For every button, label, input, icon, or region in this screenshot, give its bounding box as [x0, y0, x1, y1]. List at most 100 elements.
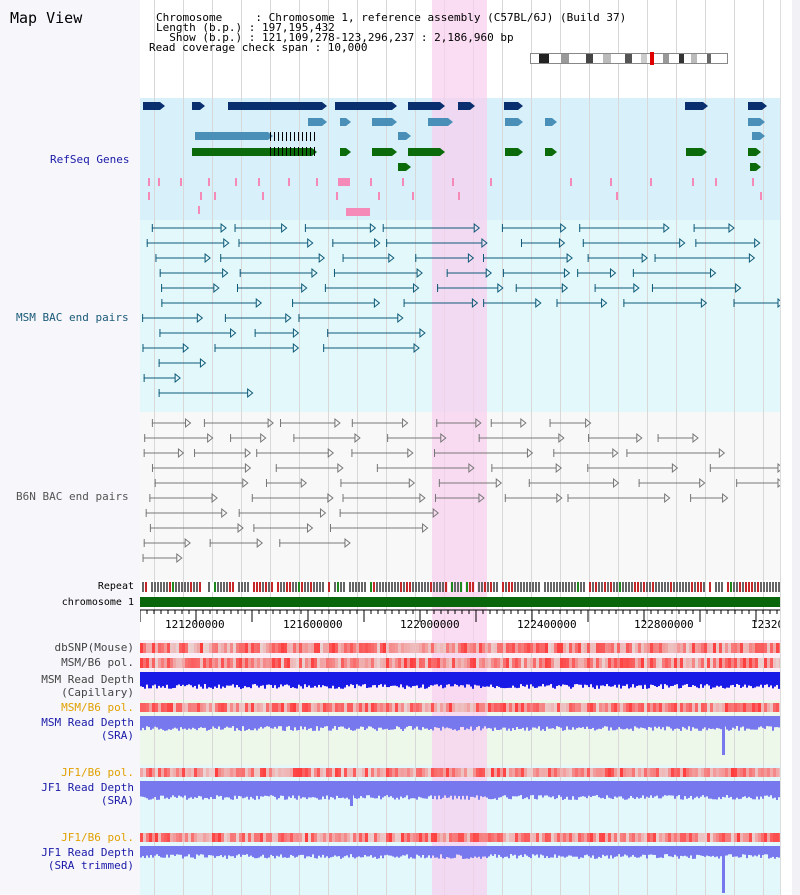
repeat-element: [193, 582, 195, 592]
repeat-element: [259, 582, 261, 592]
read-depth-bar: [532, 846, 534, 855]
repeat-element: [244, 582, 246, 592]
read-depth-bar: [420, 672, 422, 688]
polymorphism-heat-cell: [260, 643, 263, 653]
read-depth-bar: [380, 781, 382, 800]
read-depth-bar: [254, 672, 256, 685]
polymorphism-heat-cell: [506, 768, 509, 777]
read-depth-bar: [634, 846, 636, 857]
read-depth-bar: [476, 672, 478, 686]
read-depth-bar: [532, 716, 534, 728]
read-depth-bar: [468, 781, 470, 800]
read-depth-bar: [474, 781, 476, 798]
read-depth-bar: [708, 716, 710, 729]
polymorphism-heat-cell: [221, 658, 224, 668]
read-depth-bar: [674, 846, 676, 855]
polymorphism-heat-cell: [638, 768, 641, 777]
polymorphism-heat-cell: [518, 658, 521, 668]
polymorphism-heat-cell: [149, 768, 152, 777]
repeat-element: [394, 582, 396, 592]
read-depth-bar: [726, 716, 728, 730]
polymorphism-heat-cell: [752, 658, 755, 668]
track-label-b6n-bac[interactable]: B6N BAC end pairs: [16, 490, 129, 503]
read-depth-bar: [392, 672, 394, 686]
polymorphism-heat-cell: [671, 768, 674, 777]
read-depth-bar: [536, 672, 538, 688]
polymorphism-heat-cell: [173, 833, 176, 842]
mrna-marker: [214, 192, 216, 200]
read-depth-bar: [388, 846, 390, 856]
polymorphism-heat-cell: [341, 643, 344, 653]
repeat-element: [613, 582, 615, 592]
repeat-element: [433, 582, 435, 592]
polymorphism-heat-cell: [377, 703, 380, 712]
read-depth-bar: [438, 781, 440, 796]
track-label-refseq[interactable]: RefSeq Genes: [50, 153, 130, 166]
read-depth-bar: [682, 716, 684, 727]
chromosome-ideogram[interactable]: [530, 52, 728, 65]
read-depth-bar: [526, 672, 528, 685]
read-depth-bar: [596, 716, 598, 730]
read-depth-bar: [414, 716, 416, 729]
polymorphism-heat-cell: [347, 643, 350, 653]
read-depth-bar: [192, 716, 194, 728]
polymorphism-heat-cell: [515, 643, 518, 653]
read-depth-bar: [454, 716, 456, 730]
read-depth-bar: [498, 672, 500, 687]
read-depth-bar: [682, 846, 684, 857]
polymorphism-heat-cell: [659, 768, 662, 777]
polymorphism-heat-cell: [143, 833, 146, 842]
polymorphism-heat-cell: [533, 833, 536, 842]
polymorphism-heat-cell: [311, 768, 314, 777]
polymorphism-heat-cell: [701, 833, 704, 842]
read-depth-bar: [380, 846, 382, 856]
read-depth-bar: [142, 716, 144, 728]
read-depth-bar: [374, 716, 376, 730]
read-depth-bar: [700, 672, 702, 685]
polymorphism-heat-cell: [431, 658, 434, 668]
mrna-marker: [346, 208, 370, 216]
genome-track-area[interactable]: Chromosome : Chromosome 1, reference ass…: [140, 0, 780, 895]
msm-bac-end: [556, 299, 558, 307]
b6n-bac-end: [777, 462, 780, 474]
mrna-marker: [378, 192, 380, 200]
repeat-element: [205, 582, 207, 592]
polymorphism-heat-cell: [173, 643, 176, 653]
read-depth-bar: [738, 716, 740, 731]
read-depth-bar: [546, 781, 548, 796]
read-depth-bar: [532, 781, 534, 796]
b6n-bac-end: [306, 522, 314, 534]
polymorphism-heat-cell: [572, 833, 575, 842]
read-depth-bar: [570, 846, 572, 856]
read-depth-bar: [468, 672, 470, 685]
polymorphism-heat-cell: [512, 833, 515, 842]
msm-bac-end: [413, 282, 420, 294]
polymorphism-heat-cell: [719, 703, 722, 712]
track-label-msm-bac[interactable]: MSM BAC end pairs: [16, 311, 129, 324]
read-depth-bar: [648, 672, 650, 689]
read-depth-bar: [506, 781, 508, 798]
read-depth-bar: [544, 672, 546, 687]
polymorphism-heat-cell: [329, 833, 332, 842]
polymorphism-heat-cell: [203, 658, 206, 668]
read-depth-bar: [508, 716, 510, 729]
polymorphism-heat-cell: [161, 658, 164, 668]
read-depth-bar: [470, 781, 472, 797]
polymorphism-heat-cell: [305, 833, 308, 842]
read-depth-bar: [706, 781, 708, 797]
repeat-element: [649, 582, 651, 592]
b6n-bac-end: [491, 464, 493, 472]
scroll-gutter[interactable]: [792, 0, 800, 895]
polymorphism-heat-cell: [371, 833, 374, 842]
polymorphism-heat-cell: [611, 703, 614, 712]
polymorphism-heat-cell: [596, 658, 599, 668]
polymorphism-heat-cell: [743, 703, 746, 712]
read-depth-bar: [364, 672, 366, 685]
polymorphism-heat-cell: [464, 643, 467, 653]
polymorphism-heat-cell: [758, 643, 761, 653]
polymorphism-heat-cell: [224, 703, 227, 712]
b6n-bac-end: [419, 492, 426, 504]
read-depth-bar: [492, 672, 494, 687]
polymorphism-heat-cell: [332, 833, 335, 842]
read-depth-bar: [312, 672, 314, 688]
